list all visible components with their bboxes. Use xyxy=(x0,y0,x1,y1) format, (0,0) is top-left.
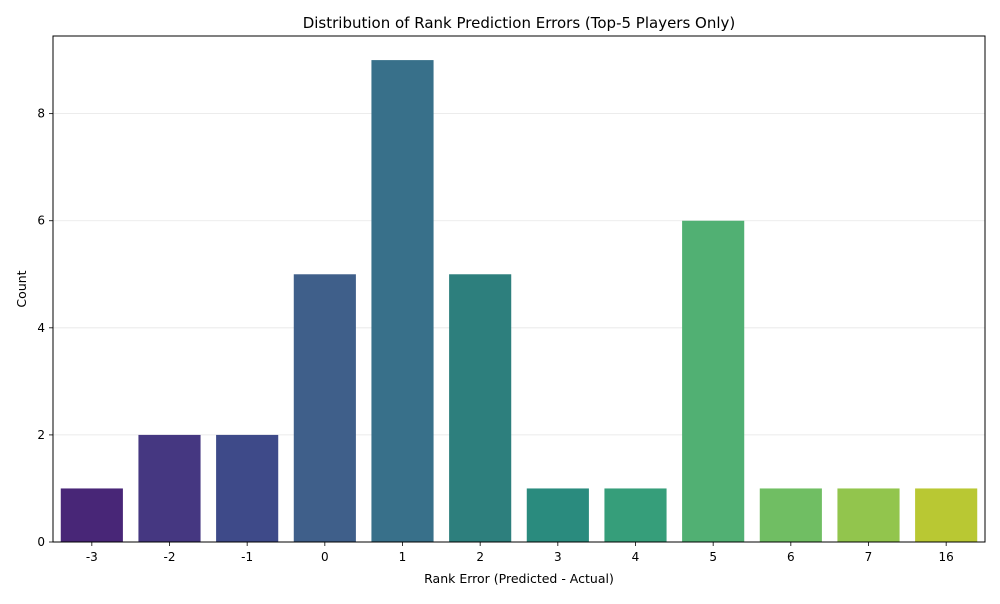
y-tick-label: 2 xyxy=(37,428,45,442)
x-tick-label: -1 xyxy=(241,550,253,564)
bar-0 xyxy=(293,274,356,542)
bar-1 xyxy=(371,60,434,542)
bar--3 xyxy=(60,488,123,542)
y-tick-label: 0 xyxy=(37,535,45,549)
x-tick-label: 7 xyxy=(865,550,873,564)
bar--1 xyxy=(216,434,279,542)
bar-3 xyxy=(526,488,589,542)
x-tick-label: 0 xyxy=(321,550,329,564)
y-tick-label: 8 xyxy=(37,107,45,121)
x-tick-label: 1 xyxy=(399,550,407,564)
x-tick-label: 16 xyxy=(939,550,954,564)
bar--2 xyxy=(138,434,201,542)
x-axis-label: Rank Error (Predicted - Actual) xyxy=(424,571,614,586)
x-tick-label: 2 xyxy=(476,550,484,564)
x-tick-label: 3 xyxy=(554,550,562,564)
bar-4 xyxy=(604,488,667,542)
x-tick-label: 5 xyxy=(709,550,717,564)
bar-6 xyxy=(759,488,822,542)
bar-7 xyxy=(837,488,900,542)
x-tick-label: 4 xyxy=(632,550,640,564)
y-axis-ticks: 0 2 4 6 8 xyxy=(37,107,53,549)
x-tick-label: -3 xyxy=(86,550,98,564)
plot-frame xyxy=(52,35,986,543)
x-axis-ticks: -3 -2 -1 0 1 2 3 4 5 6 7 16 xyxy=(86,542,954,564)
x-tick-label: -2 xyxy=(164,550,176,564)
y-tick-label: 4 xyxy=(37,321,45,335)
bar-5 xyxy=(682,220,745,542)
y-tick-label: 6 xyxy=(37,214,45,228)
chart-title: Distribution of Rank Prediction Errors (… xyxy=(303,14,736,32)
bar-2 xyxy=(449,274,512,542)
bar-16 xyxy=(915,488,978,542)
bars xyxy=(60,60,978,542)
y-axis-label: Count xyxy=(14,270,29,307)
x-tick-label: 6 xyxy=(787,550,795,564)
